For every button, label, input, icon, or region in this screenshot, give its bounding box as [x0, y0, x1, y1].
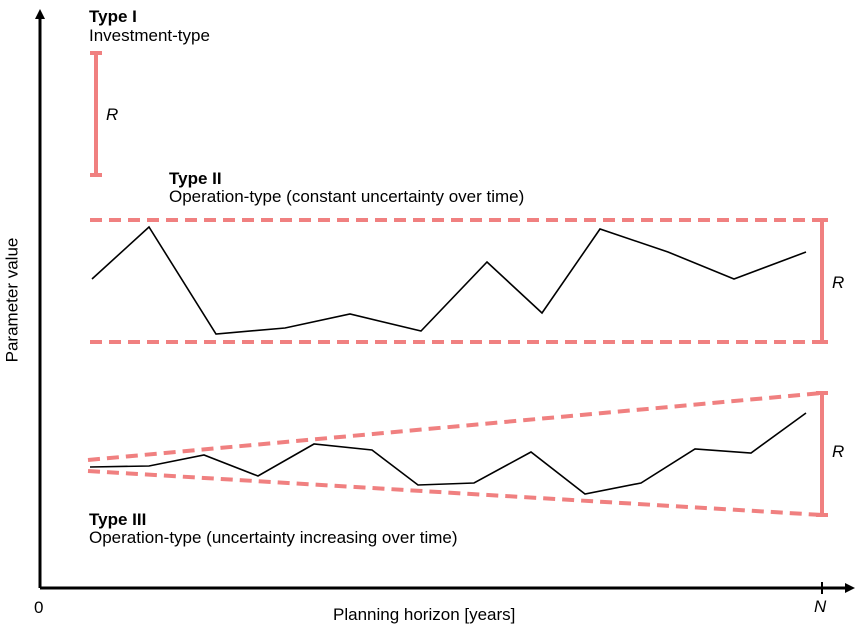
x-end-tick-label: N	[814, 597, 827, 616]
x-origin-tick-label: 0	[34, 598, 44, 617]
type1-range-label: R	[106, 105, 119, 124]
type2-parameter-trajectory	[91, 225, 807, 335]
type2-subtitle: Operation-type (constant uncertainty ove…	[169, 187, 525, 206]
type2-range-label: R	[832, 273, 845, 292]
type1-subtitle: Investment-type	[89, 26, 210, 45]
type3-range-label: R	[832, 442, 845, 461]
type3-lower-bound	[87, 469, 823, 517]
type3-parameter-trajectory	[89, 412, 807, 495]
type3-upper-bound	[87, 391, 823, 462]
type2-title: Type II	[169, 169, 222, 188]
type1-title: Type I	[89, 7, 137, 26]
type3-range-bar	[816, 391, 828, 517]
type3-subtitle: Operation-type (uncertainty increasing o…	[89, 528, 458, 547]
type3-title: Type III	[89, 510, 147, 529]
type2-range-bar	[816, 218, 828, 344]
x-axis-label: Planning horizon [years]	[333, 605, 516, 624]
type1-range-bar	[90, 51, 102, 177]
y-axis-label: Parameter value	[2, 237, 22, 363]
